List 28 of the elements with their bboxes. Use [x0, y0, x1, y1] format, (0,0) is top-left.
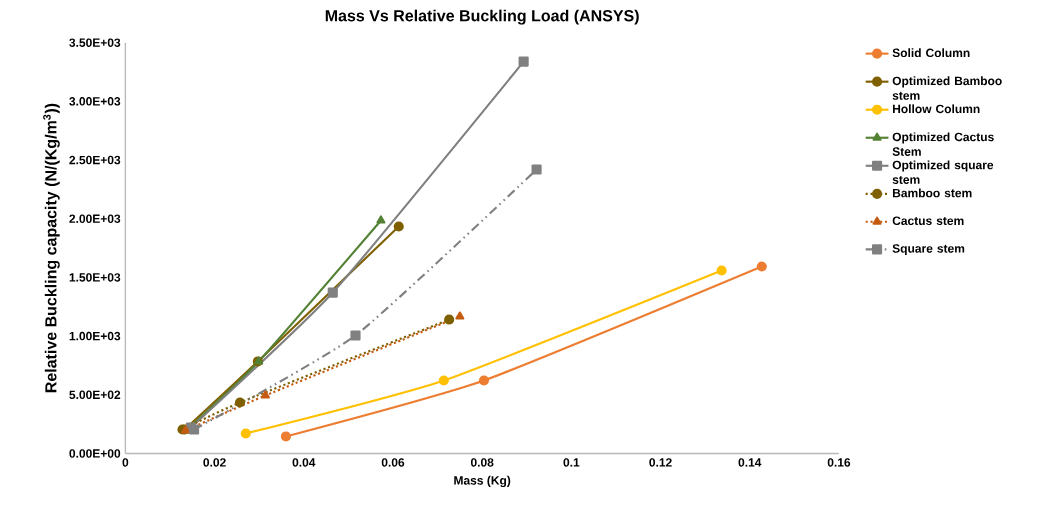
y-axis-title: Relative Buckling capacity (N/(Kg/m$^{3}$)): [43, 103, 60, 393]
x-tick-label: 0: [122, 458, 129, 467]
x-tick-label: 0.12: [649, 458, 672, 467]
legend-label: Optimized Cactus Stem: [892, 132, 994, 156]
x-tick-label: 0.14: [738, 458, 762, 467]
x-tick-label: 0.06: [381, 458, 405, 467]
legend-label: Cactus stem: [892, 216, 964, 225]
y-tick-label: 2.00E+03: [69, 214, 121, 223]
x-axis-title: Mass (Kg): [454, 475, 511, 488]
y-tick-label: 3.00E+03: [69, 97, 121, 106]
y-tick-label: 3.50E+03: [69, 38, 121, 47]
x-tick-label: 0.04: [292, 458, 316, 467]
chart-title: Mass Vs Relative Buckling Load (ANSYS): [325, 9, 639, 25]
legend-label: Optimized Bamboo stem: [892, 76, 1002, 100]
y-tick-label: 5.00E+02: [69, 390, 121, 399]
y-tick-label: 2.50E+03: [69, 155, 121, 165]
y-tick-label: 1.00E+03: [69, 331, 121, 341]
legend-label: Hollow Column: [892, 104, 980, 114]
legend-label: Optimized square stem: [892, 160, 994, 184]
legend-label: Solid Column: [892, 48, 970, 58]
legend-label: Square stem: [892, 244, 965, 256]
x-tick-label: 0.16: [827, 458, 851, 467]
legend-label: Bamboo stem: [892, 188, 972, 198]
y-tick-label: 0.00E+00: [69, 449, 121, 458]
x-tick-label: 0.02: [203, 458, 226, 467]
y-tick-label: 1.50E+03: [69, 273, 121, 282]
x-tick-label: 0.1: [563, 458, 580, 467]
x-tick-label: 0.08: [470, 458, 494, 467]
